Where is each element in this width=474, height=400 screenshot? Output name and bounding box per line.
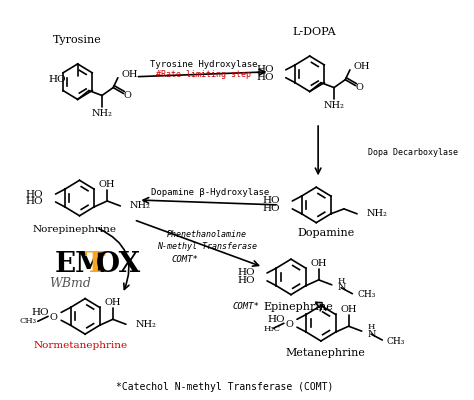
Text: O: O — [356, 83, 363, 92]
Text: H₃C: H₃C — [263, 325, 280, 333]
Text: O: O — [285, 320, 293, 329]
Text: Dopamine: Dopamine — [297, 228, 354, 238]
Text: CH₃: CH₃ — [20, 317, 37, 325]
Text: T: T — [85, 250, 106, 278]
Text: HO: HO — [256, 73, 273, 82]
Text: CH₃: CH₃ — [357, 290, 375, 299]
Text: OX: OX — [96, 250, 142, 278]
Text: COMT*: COMT* — [233, 302, 259, 311]
Text: HO: HO — [26, 198, 44, 206]
Text: WBmd: WBmd — [49, 277, 91, 290]
Text: NH₂: NH₂ — [130, 202, 151, 210]
Text: HO: HO — [31, 308, 49, 317]
Text: H: H — [337, 277, 345, 285]
Text: HO: HO — [237, 276, 255, 285]
Text: N-methyl Transferase: N-methyl Transferase — [157, 242, 257, 251]
Text: NH₂: NH₂ — [366, 209, 387, 218]
Text: HO: HO — [237, 268, 255, 278]
Text: Normetanephrine: Normetanephrine — [33, 342, 128, 350]
Text: Norepinephrine: Norepinephrine — [33, 225, 117, 234]
Text: O: O — [123, 91, 131, 100]
Text: OH: OH — [354, 62, 370, 71]
Text: Metanephrine: Metanephrine — [286, 348, 365, 358]
Text: NH₂: NH₂ — [324, 101, 345, 110]
Text: CH₃: CH₃ — [387, 336, 405, 346]
Text: N: N — [337, 283, 346, 292]
Text: Dopamine β-Hydroxylase: Dopamine β-Hydroxylase — [151, 188, 270, 197]
Text: OH: OH — [99, 180, 116, 189]
Text: EM: EM — [54, 250, 106, 278]
Text: OH: OH — [105, 298, 121, 307]
Text: H: H — [367, 323, 375, 331]
Text: HO: HO — [267, 315, 285, 324]
Text: HO: HO — [26, 190, 44, 198]
Text: OH: OH — [310, 259, 327, 268]
Text: NH₂: NH₂ — [135, 320, 156, 329]
Text: COMT*: COMT* — [172, 255, 199, 264]
Text: OH: OH — [340, 305, 357, 314]
Text: OH: OH — [122, 70, 138, 79]
Text: Epinephrine: Epinephrine — [264, 302, 333, 312]
Text: HO: HO — [49, 75, 66, 84]
Text: HO: HO — [263, 204, 280, 213]
Text: Tyrosine Hydroxylase: Tyrosine Hydroxylase — [150, 60, 258, 70]
Text: O: O — [50, 313, 57, 322]
Text: N: N — [367, 330, 376, 339]
Text: L-DOPA: L-DOPA — [292, 27, 336, 37]
Text: Tyrosine: Tyrosine — [53, 35, 102, 45]
Text: #Rate limiting step: #Rate limiting step — [156, 70, 252, 79]
Text: Dopa Decarboxylase: Dopa Decarboxylase — [368, 148, 458, 157]
Text: Phenethanolamine: Phenethanolamine — [167, 230, 247, 239]
Text: *Catechol N-methyl Transferase (COMT): *Catechol N-methyl Transferase (COMT) — [116, 382, 333, 392]
Text: HO: HO — [256, 65, 273, 74]
Text: NH₂: NH₂ — [91, 109, 112, 118]
Text: HO: HO — [263, 196, 280, 206]
